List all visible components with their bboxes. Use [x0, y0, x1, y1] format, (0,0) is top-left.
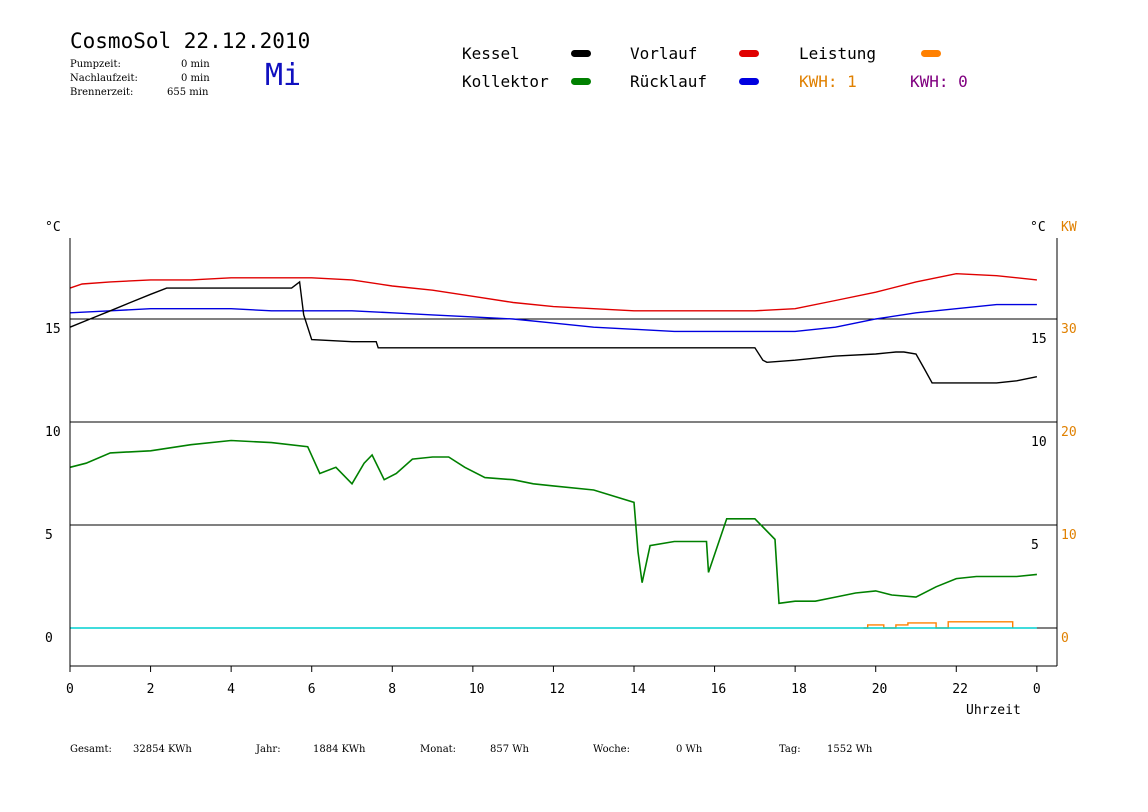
- stat-brennerzeit-value: 655 min: [167, 87, 209, 98]
- weekday-label: Mi: [265, 58, 302, 93]
- legend-ruecklauf-label: Rücklauf: [630, 72, 708, 91]
- footer-monat-value: 857 Wh: [490, 744, 529, 755]
- x-tick-label-5: 10: [469, 682, 485, 697]
- legend-kessel-swatch: [571, 50, 591, 57]
- legend-kollektor-swatch: [571, 78, 591, 85]
- legend-kessel-label: Kessel: [462, 44, 520, 63]
- x-tick-label-4: 8: [388, 682, 396, 697]
- x-tick-label-11: 22: [952, 682, 968, 697]
- right-outer-tick-label-3: 30: [1061, 322, 1077, 337]
- left-tick-label-2: 10: [45, 425, 61, 440]
- legend-ruecklauf-swatch: [739, 78, 759, 85]
- legend-leistung-swatch: [921, 50, 941, 57]
- right-outer-axis-unit: KW: [1061, 220, 1077, 235]
- footer-monat-label: Monat:: [420, 744, 457, 755]
- x-tick-label-3: 6: [308, 682, 316, 697]
- stat-brennerzeit-label: Brennerzeit:: [70, 87, 134, 98]
- legend-vorlauf-label: Vorlauf: [630, 44, 698, 63]
- x-tick-label-2: 4: [227, 682, 235, 697]
- left-tick-label-3: 15: [45, 322, 61, 337]
- left-tick-label-0: 0: [45, 631, 53, 646]
- right-outer-tick-label-2: 20: [1061, 425, 1077, 440]
- x-axis-label: Uhrzeit: [966, 703, 1021, 718]
- x-tick-label-6: 12: [549, 682, 565, 697]
- x-tick-label-10: 20: [872, 682, 888, 697]
- stat-nachlaufzeit-label: Nachlaufzeit:: [70, 73, 138, 84]
- stat-pumpzeit-label: Pumpzeit:: [70, 59, 121, 70]
- right-inner-tick-label-2: 15: [1031, 332, 1047, 347]
- series-line-kessel: [69, 280, 1038, 384]
- stat-pumpzeit-value: 0 min: [181, 59, 210, 70]
- footer-tag-value: 1552 Wh: [827, 744, 873, 755]
- x-tick-label-9: 18: [791, 682, 807, 697]
- right-inner-tick-label-0: 5: [1031, 538, 1039, 553]
- footer-woche-label: Woche:: [593, 744, 630, 755]
- series-line-leistung: [863, 621, 1014, 629]
- right-inner-axis-unit: °C: [1030, 220, 1046, 235]
- x-tick-label-0: 0: [66, 682, 74, 697]
- legend-kwh-0: KWH: 0: [910, 72, 968, 91]
- footer-jahr-value: 1884 KWh: [313, 744, 366, 755]
- x-tick-label-1: 2: [147, 682, 155, 697]
- series-line-rcklauf: [69, 303, 1037, 333]
- left-tick-label-1: 5: [45, 528, 53, 543]
- x-tick-label-12: 0: [1033, 682, 1041, 697]
- page-title: CosmoSol 22.12.2010: [70, 29, 311, 53]
- footer-gesamt-label: Gesamt:: [70, 744, 112, 755]
- footer-woche-value: 0 Wh: [676, 744, 703, 755]
- footer-jahr-label: Jahr:: [256, 744, 281, 755]
- x-tick-label-7: 14: [630, 682, 646, 697]
- legend-leistung-label: Leistung: [799, 44, 877, 63]
- x-tick-label-8: 16: [711, 682, 727, 697]
- footer-tag-label: Tag:: [779, 744, 801, 755]
- stat-nachlaufzeit-value: 0 min: [181, 73, 210, 84]
- legend-kwh-1: KWH: 1: [799, 72, 857, 91]
- legend-kollektor-label: Kollektor: [462, 72, 549, 91]
- left-axis-unit: °C: [45, 220, 61, 235]
- right-outer-tick-label-0: 0: [1061, 631, 1069, 646]
- right-outer-tick-label-1: 10: [1061, 528, 1077, 543]
- right-inner-tick-label-1: 10: [1031, 435, 1047, 450]
- footer-gesamt-value: 32854 KWh: [133, 744, 192, 755]
- legend-vorlauf-swatch: [739, 50, 759, 57]
- series-line-kollektor: [69, 439, 1037, 605]
- series-line-vorlauf: [69, 272, 1037, 312]
